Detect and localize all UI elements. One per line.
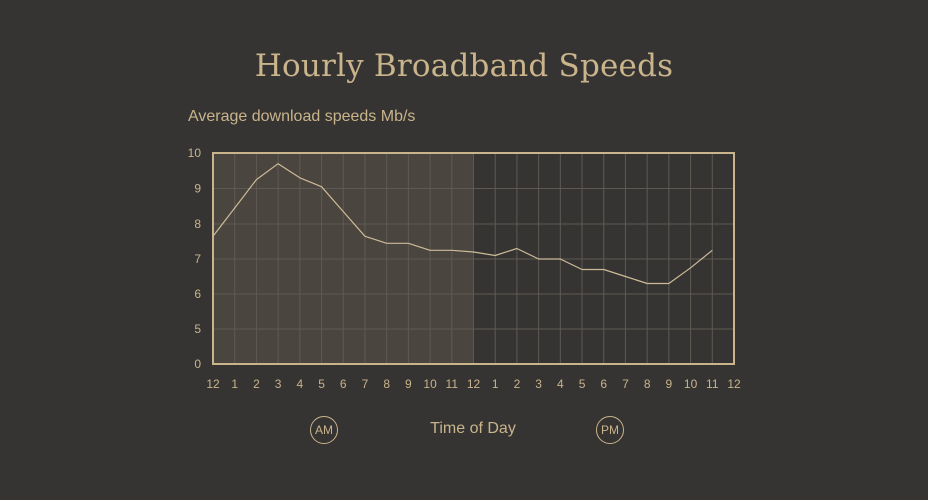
x-tick-label: 10 [423, 377, 437, 391]
x-tick-label: 1 [231, 377, 238, 391]
y-tick-label: 10 [188, 146, 202, 160]
x-tick-label: 7 [622, 377, 629, 391]
x-tick-label: 6 [340, 377, 347, 391]
y-tick-label: 0 [194, 357, 201, 371]
x-tick-label: 5 [579, 377, 586, 391]
chart-title: Hourly Broadband Speeds [254, 48, 674, 84]
y-tick-label: 6 [194, 287, 201, 301]
x-tick-label: 2 [514, 377, 521, 391]
y-tick-labels: 0 5 6 7 8 9 10 [188, 146, 202, 371]
x-tick-label: 8 [644, 377, 651, 391]
series-line [212, 163, 713, 285]
x-tick-label: 1 [492, 377, 499, 391]
x-tick-label: 11 [446, 377, 459, 391]
x-tick-label: 2 [253, 377, 260, 391]
x-tick-label: 8 [383, 377, 390, 391]
y-tick-label: 8 [194, 217, 201, 231]
x-tick-label: 12 [727, 377, 741, 391]
x-tick-label: 6 [600, 377, 607, 391]
y-tick-label: 5 [194, 322, 201, 336]
grid-lines [213, 153, 734, 364]
x-axis-title: Time of Day [430, 420, 516, 437]
x-tick-label: 5 [318, 377, 325, 391]
x-tick-label: 11 [706, 377, 719, 391]
y-axis-title: Average download speeds Mb/s [188, 108, 416, 125]
x-tick-label: 7 [362, 377, 369, 391]
x-tick-label: 12 [467, 377, 481, 391]
y-tick-label: 9 [194, 182, 201, 196]
y-tick-label: 7 [194, 252, 201, 266]
x-tick-labels: 12 1 2 3 4 5 6 7 8 9 10 11 12 1 2 3 4 5 6 7 8 9 10 11 12 [206, 377, 741, 391]
pm-badge: PM [596, 416, 624, 444]
x-tick-label: 9 [666, 377, 673, 391]
x-tick-label: 10 [684, 377, 698, 391]
x-tick-label: 4 [557, 377, 564, 391]
x-tick-label: 9 [405, 377, 412, 391]
x-tick-label: 3 [275, 377, 282, 391]
x-tick-label: 4 [296, 377, 303, 391]
x-tick-label: 12 [206, 377, 220, 391]
x-tick-label: 3 [535, 377, 542, 391]
am-badge: AM [310, 416, 338, 444]
plot-frame [212, 152, 735, 365]
